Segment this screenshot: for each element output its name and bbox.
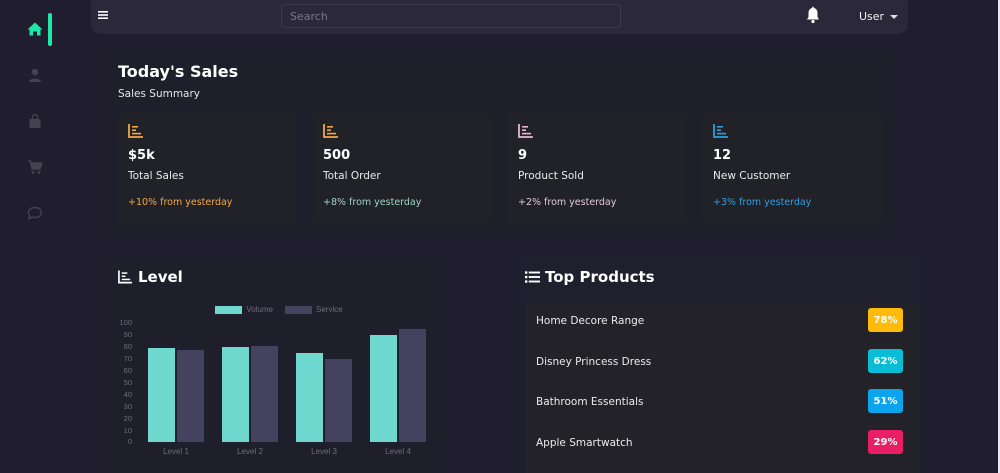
sidebar-item-shop[interactable] — [24, 110, 46, 132]
top-products-title-text: Top Products — [545, 268, 655, 286]
top-products-panel: Top Products Home Decore Range 78% Disne… — [515, 256, 925, 473]
bar-volume[interactable] — [222, 346, 249, 442]
top-products-title: Top Products — [525, 268, 655, 286]
bar-volume[interactable] — [296, 352, 323, 442]
stat-value: $5k — [128, 148, 155, 163]
list-item[interactable]: Bathroom Essentials 51% — [525, 389, 920, 415]
legend-item-volume[interactable]: Volume — [215, 305, 273, 314]
x-tick: Level 3 — [311, 447, 337, 456]
home-icon — [27, 22, 43, 36]
level-title-text: Level — [138, 268, 183, 286]
plot-area — [140, 323, 436, 442]
bar-chart-icon — [713, 124, 728, 138]
stat-change: +10% from yesterday — [128, 197, 233, 208]
legend-item-service[interactable]: Service — [285, 305, 343, 314]
stat-value: 12 — [713, 148, 732, 163]
bar-service[interactable] — [177, 350, 204, 442]
bell-icon[interactable] — [804, 6, 822, 24]
stat-card-total-order: 500 Total Order +8% from yesterday — [313, 112, 491, 224]
x-tick: Level 4 — [385, 447, 411, 456]
y-tick: 50 — [123, 378, 132, 387]
y-tick: 80 — [123, 342, 132, 351]
user-icon — [29, 68, 41, 82]
stat-change: +8% from yesterday — [323, 197, 422, 208]
x-tick: Level 2 — [237, 447, 263, 456]
stat-value: 500 — [323, 148, 351, 163]
percent-badge: 29% — [868, 430, 903, 454]
stat-label: Total Sales — [128, 170, 184, 182]
y-tick: 10 — [123, 426, 132, 435]
user-label: User — [859, 10, 885, 23]
active-indicator — [48, 13, 52, 46]
legend-label: Volume — [246, 305, 273, 314]
y-tick: 60 — [123, 366, 132, 375]
caret-down-icon — [890, 14, 899, 19]
product-name: Disney Princess Dress — [536, 356, 652, 368]
bar-chart-icon — [518, 124, 533, 138]
product-name: Apple Smartwatch — [536, 437, 633, 449]
bar-service[interactable] — [325, 358, 352, 442]
stat-card-total-sales: $5k Total Sales +10% from yesterday — [118, 112, 296, 224]
y-tick: 70 — [123, 354, 132, 363]
stat-card-new-customer: 12 New Customer +3% from yesterday — [703, 112, 881, 224]
y-tick: 100 — [119, 318, 132, 327]
stat-card-product-sold: 9 Product Sold +2% from yesterday — [508, 112, 686, 224]
x-tick: Level 1 — [163, 447, 189, 456]
percent-badge: 51% — [868, 389, 903, 413]
legend-label: Service — [316, 305, 343, 314]
level-title: Level — [118, 268, 183, 286]
product-name: Bathroom Essentials — [536, 396, 644, 408]
list-item[interactable]: Apple Smartwatch 29% — [525, 430, 920, 456]
sidebar-item-user[interactable] — [24, 64, 46, 86]
chart-legend: Volume Service — [108, 305, 450, 314]
y-tick: 30 — [123, 402, 132, 411]
percent-badge: 62% — [868, 349, 903, 373]
stat-change: +3% from yesterday — [713, 197, 812, 208]
bar-chart-icon — [118, 270, 133, 284]
list-icon — [525, 271, 540, 283]
hamburger-icon[interactable] — [97, 9, 109, 21]
shopping-bag-icon — [29, 113, 41, 128]
y-tick: 0 — [127, 437, 132, 446]
chat-icon — [27, 206, 43, 221]
window-edge — [998, 0, 1000, 473]
bar-chart-icon — [323, 124, 338, 138]
level-bar-chart: Volume Service 100 90 80 70 60 50 40 30 … — [108, 300, 450, 470]
level-panel: Level Volume Service 100 90 80 70 60 50 … — [108, 256, 450, 473]
list-item[interactable]: Home Decore Range 78% — [525, 308, 920, 334]
legend-swatch — [215, 305, 243, 314]
bar-service[interactable] — [251, 345, 278, 442]
y-tick: 40 — [123, 390, 132, 399]
panel-subtitle: Sales Summary — [118, 88, 201, 100]
stat-change: +2% from yesterday — [518, 197, 617, 208]
product-name: Home Decore Range — [536, 315, 645, 327]
page-title: Today's Sales — [118, 62, 239, 81]
sidebar-item-home[interactable] — [24, 18, 46, 40]
cart-icon — [28, 160, 43, 174]
percent-badge: 78% — [868, 308, 903, 332]
user-menu[interactable]: User — [859, 10, 899, 23]
sidebar-item-cart[interactable] — [24, 156, 46, 178]
stat-value: 9 — [518, 148, 528, 163]
bar-volume[interactable] — [148, 348, 175, 442]
bar-volume[interactable] — [370, 334, 397, 442]
legend-swatch — [285, 305, 312, 314]
stat-label: Total Order — [323, 170, 381, 182]
products-list: Home Decore Range 78% Disney Princess Dr… — [525, 304, 920, 473]
bar-service[interactable] — [399, 328, 426, 442]
stat-label: New Customer — [713, 170, 791, 182]
y-tick: 20 — [123, 414, 132, 423]
list-item[interactable]: Disney Princess Dress 62% — [525, 349, 920, 375]
topbar: User — [91, 0, 908, 34]
bar-chart-icon — [128, 124, 143, 138]
search-input[interactable] — [281, 4, 621, 28]
y-tick: 90 — [123, 330, 132, 339]
stat-label: Product Sold — [518, 170, 584, 182]
sidebar — [0, 0, 70, 473]
todays-sales-panel: Today's Sales Sales Summary $5k Total Sa… — [108, 52, 892, 240]
sidebar-item-chat[interactable] — [24, 202, 46, 224]
